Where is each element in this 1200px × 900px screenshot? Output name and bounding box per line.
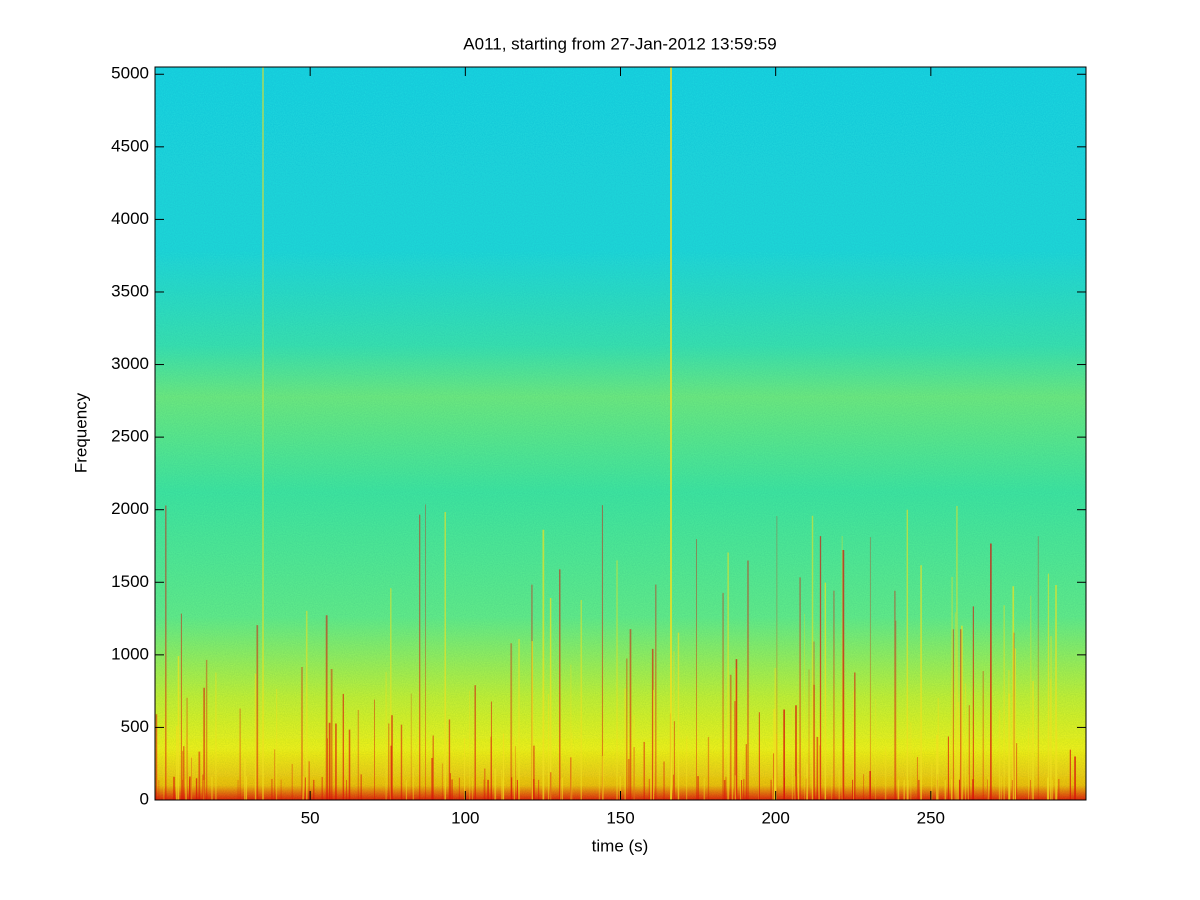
y-tick-label: 5000	[111, 64, 149, 83]
chart-title: A011, starting from 27-Jan-2012 13:59:59	[463, 34, 776, 53]
y-tick-label: 3500	[111, 281, 149, 300]
y-tick-label: 3000	[111, 354, 149, 373]
x-tick-label: 150	[606, 808, 634, 827]
y-axis-label: Frequency	[71, 392, 90, 473]
y-tick-label: 2000	[111, 499, 149, 518]
x-axis-label: time (s)	[592, 836, 649, 855]
y-tick-label: 4500	[111, 136, 149, 155]
spectrogram-image	[155, 67, 1086, 800]
x-tick-label: 100	[451, 808, 479, 827]
y-tick-label: 0	[140, 789, 149, 808]
y-tick-label: 2500	[111, 427, 149, 446]
y-tick-label: 4000	[111, 209, 149, 228]
y-tick-label: 500	[121, 717, 149, 736]
y-tick-label: 1000	[111, 644, 149, 663]
streaks	[155, 67, 1076, 800]
x-tick-label: 200	[761, 808, 789, 827]
x-tick-label: 250	[917, 808, 945, 827]
y-tick-label: 1500	[111, 572, 149, 591]
x-tick-label: 50	[301, 808, 320, 827]
